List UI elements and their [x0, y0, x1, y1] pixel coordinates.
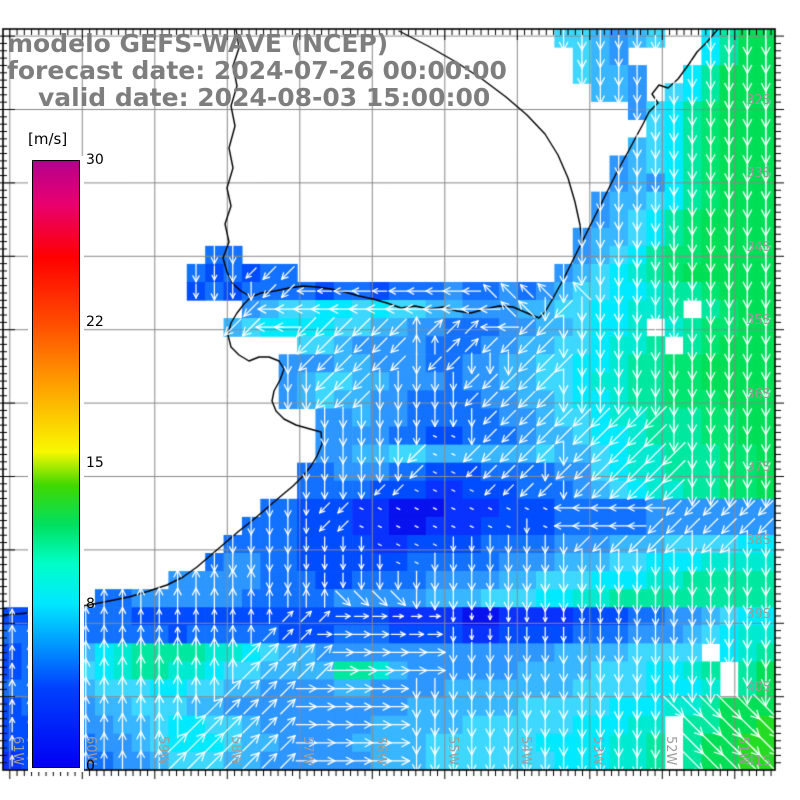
- latitude-label: 36S: [746, 386, 771, 402]
- longitude-label: 51W: [735, 736, 751, 766]
- longitude-label: 58W: [227, 736, 243, 766]
- colorbar-gradient: [32, 160, 80, 768]
- colorbar-tick-label: 15: [86, 455, 104, 471]
- longitude-label: 57W: [300, 736, 316, 766]
- latitude-label: 41S: [746, 753, 771, 769]
- longitude-label: 56W: [372, 736, 388, 766]
- latitude-label: 34S: [746, 239, 771, 255]
- colorbar-tick-label: 0: [86, 758, 95, 774]
- longitude-label: 53W: [590, 736, 606, 766]
- longitude-label: 55W: [445, 736, 461, 766]
- latitude-label: 38S: [746, 533, 771, 549]
- valid-date: valid date: 2024-08-03 15:00:00: [38, 83, 491, 112]
- colorbar-tick-label: 8: [86, 596, 95, 613]
- colorbar-tick-label: 22: [86, 313, 104, 330]
- longitude-label: 52W: [662, 736, 678, 766]
- colorbar-unit-label: [m/s]: [28, 130, 68, 148]
- longitude-label: 59W: [155, 736, 171, 766]
- model-title: modelo GEFS-WAVE (NCEP): [7, 29, 389, 58]
- latitude-label: 40S: [746, 680, 771, 696]
- latitude-label: 39S: [746, 606, 771, 622]
- longitude-label: 54W: [517, 736, 533, 766]
- forecast-date: forecast date: 2024-07-26 00:00:00: [7, 56, 507, 85]
- latitude-label: 35S: [746, 313, 771, 329]
- latitude-label: 33S: [746, 166, 771, 182]
- latitude-label: 37S: [746, 460, 771, 475]
- colorbar-tick-label: 30: [86, 152, 104, 168]
- latitude-label: 32S: [746, 93, 771, 108]
- longitude-label: 61W: [10, 736, 26, 766]
